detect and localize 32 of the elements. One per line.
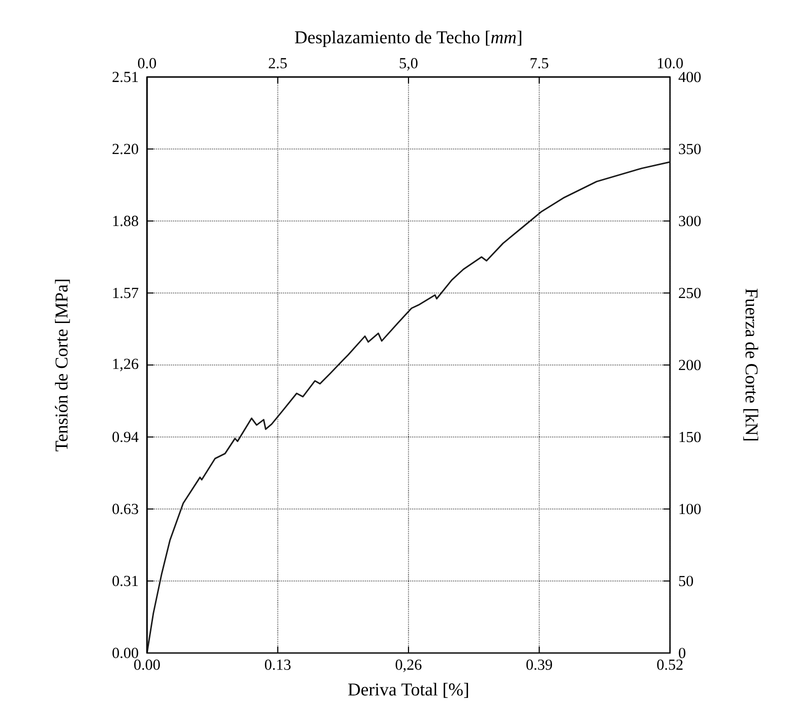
y-tick-label: 2.51: [112, 72, 138, 82]
y-tick-label: 1.88: [113, 216, 138, 226]
x2-tick-label: 10.0: [658, 58, 683, 68]
y2-tick-label: 0: [678, 648, 686, 658]
y-tick-label: 1,26: [113, 358, 138, 372]
y2-tick-label: 400: [678, 72, 701, 82]
x-axis-title: Deriva Total [%]: [348, 682, 468, 698]
y2-tick-label: 150: [680, 432, 701, 442]
y2-tick-label: 200: [678, 360, 701, 370]
y-tick-label: 0.63: [112, 504, 138, 514]
x-tick-label: 0,26: [396, 660, 422, 672]
x2-tick-label: 7.5: [530, 58, 548, 68]
x-tick-label: 0.39: [526, 660, 552, 670]
y2-tick-label: 50: [679, 576, 694, 586]
x2-tick-label: 0.0: [138, 58, 156, 68]
x-tick-label: 0.00: [134, 660, 160, 670]
x2-tick-label: 5,0: [400, 58, 418, 71]
y-tick-label: 1.57: [113, 288, 138, 298]
y-tick-label: 0.00: [112, 648, 138, 658]
y2-tick-label: 350: [678, 144, 701, 154]
y2-tick-label: 300: [678, 216, 701, 226]
y-tick-label: 0.31: [112, 576, 138, 586]
y-tick-label: 2.20: [112, 144, 138, 154]
x-tick-label: 0.13: [264, 660, 291, 670]
y2-axis-title: Fuerza de Corte [kN]: [743, 288, 758, 440]
x2-tick-label: 2.5: [268, 58, 287, 68]
y-axis-title: Tensión de Corte [MPa]: [54, 280, 70, 452]
y2-tick-label: 250: [678, 288, 701, 298]
x-tick-label: 0.52: [657, 660, 683, 670]
y2-tick-label: 100: [680, 504, 701, 514]
x2-axis-title: Desplazamiento de Techo [mm]: [294, 30, 522, 48]
y-tick-label: 0.94: [112, 432, 138, 442]
